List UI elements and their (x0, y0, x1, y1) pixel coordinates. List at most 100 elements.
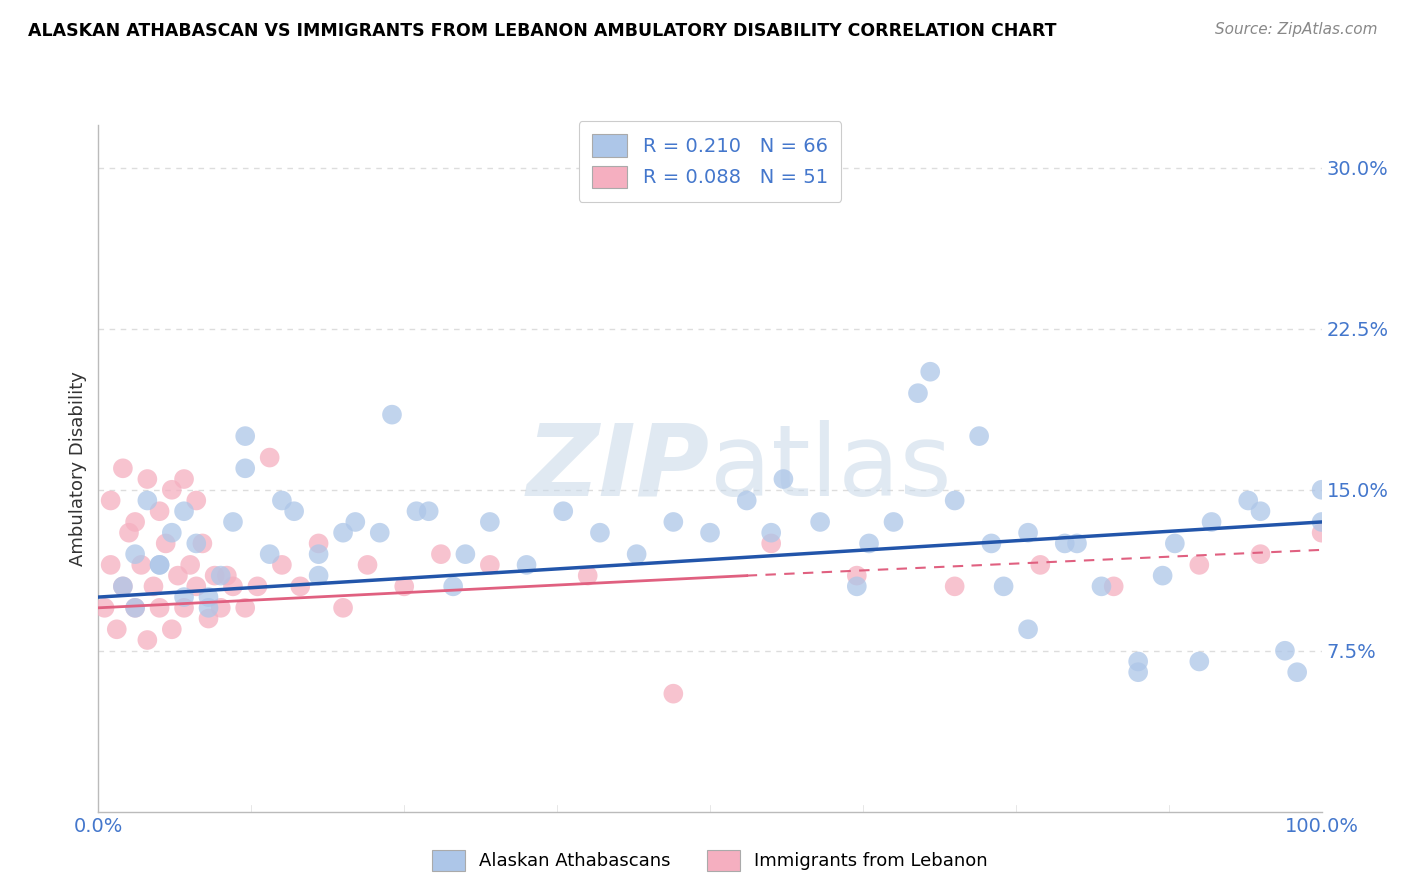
Point (173, 504, 195, 518)
Point (1201, 515, 1223, 529)
Point (356, 558, 378, 572)
Point (186, 579, 208, 593)
Point (173, 472, 195, 486)
Point (907, 386, 929, 401)
Point (118, 525, 141, 540)
Point (1053, 536, 1076, 550)
Point (516, 558, 538, 572)
Point (160, 622, 183, 636)
Point (233, 461, 256, 475)
Point (576, 568, 599, 582)
Point (233, 429, 256, 443)
Point (197, 611, 219, 625)
Point (967, 429, 990, 443)
Point (93, 600, 115, 615)
Point (155, 536, 177, 550)
Point (920, 365, 942, 379)
Point (1274, 644, 1296, 658)
Point (149, 504, 172, 518)
Point (124, 515, 146, 529)
Point (1102, 579, 1125, 593)
Point (761, 525, 783, 540)
Y-axis label: Ambulatory Disability: Ambulatory Disability (69, 371, 87, 566)
Point (308, 568, 330, 582)
Point (430, 547, 453, 561)
Point (1250, 547, 1272, 561)
Point (626, 547, 648, 561)
Point (149, 600, 172, 615)
Point (186, 536, 208, 550)
Point (197, 600, 219, 615)
Point (478, 558, 501, 572)
Point (136, 633, 159, 648)
Point (160, 483, 183, 497)
Point (1152, 568, 1174, 582)
Point (100, 558, 122, 572)
Text: ALASKAN ATHABASCAN VS IMMIGRANTS FROM LEBANON AMBULATORY DISABILITY CORRELATION : ALASKAN ATHABASCAN VS IMMIGRANTS FROM LE… (28, 22, 1057, 40)
Point (270, 558, 294, 572)
Point (204, 568, 226, 582)
Point (405, 504, 427, 518)
Point (344, 515, 367, 529)
Text: atlas: atlas (710, 420, 952, 516)
Point (186, 493, 208, 508)
Point (1237, 493, 1260, 508)
Point (173, 590, 195, 604)
Point (1188, 558, 1211, 572)
Point (136, 493, 159, 508)
Point (1310, 515, 1333, 529)
Point (167, 568, 190, 582)
Point (553, 504, 575, 518)
Point (662, 687, 685, 701)
Text: Source: ZipAtlas.com: Source: ZipAtlas.com (1215, 22, 1378, 37)
Point (290, 579, 312, 593)
Point (111, 579, 134, 593)
Point (1029, 558, 1052, 572)
Point (191, 536, 214, 550)
Point (142, 579, 165, 593)
Point (662, 515, 685, 529)
Point (332, 525, 354, 540)
Point (124, 600, 146, 615)
Point (478, 515, 501, 529)
Point (699, 525, 721, 540)
Point (418, 504, 440, 518)
Point (943, 493, 966, 508)
Text: ZIP: ZIP (527, 420, 710, 516)
Point (589, 525, 612, 540)
Point (209, 600, 232, 615)
Point (111, 461, 134, 475)
Point (943, 579, 966, 593)
Point (368, 525, 391, 540)
Point (259, 547, 281, 561)
Point (197, 590, 219, 604)
Point (845, 568, 868, 582)
Point (246, 579, 269, 593)
Point (735, 493, 758, 508)
Point (1017, 622, 1039, 636)
Point (105, 622, 128, 636)
Point (1164, 536, 1187, 550)
Point (1017, 525, 1039, 540)
Point (100, 493, 122, 508)
Point (392, 579, 416, 593)
Point (1310, 483, 1333, 497)
Point (883, 515, 905, 529)
Point (772, 472, 794, 486)
Point (1188, 655, 1211, 669)
Point (1250, 504, 1272, 518)
Point (270, 493, 294, 508)
Point (858, 536, 880, 550)
Point (222, 579, 245, 593)
Point (129, 558, 152, 572)
Point (808, 515, 831, 529)
Point (173, 600, 195, 615)
Point (845, 579, 868, 593)
Point (160, 525, 183, 540)
Point (381, 408, 404, 422)
Point (1066, 536, 1088, 550)
Point (149, 558, 172, 572)
Point (1310, 525, 1333, 540)
Point (149, 558, 172, 572)
Point (233, 600, 256, 615)
